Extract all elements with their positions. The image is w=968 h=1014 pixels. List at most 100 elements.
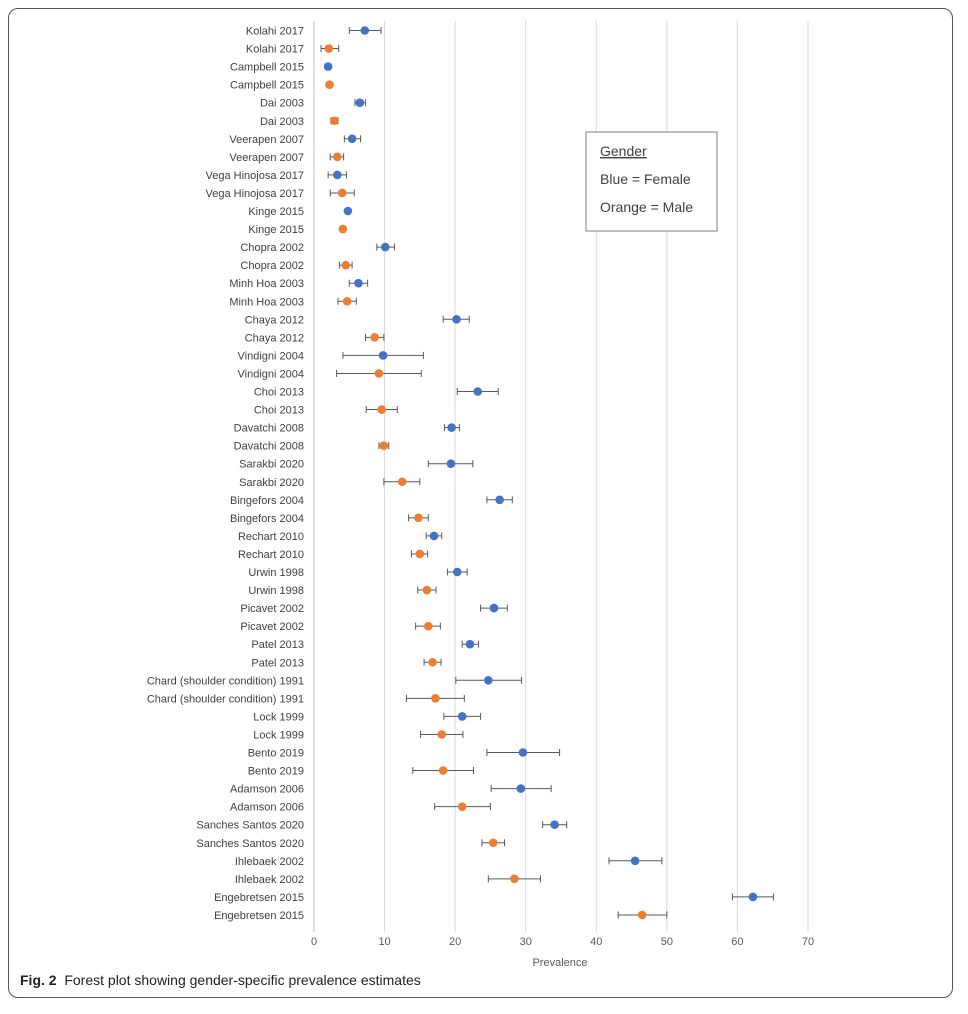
row-label: Chard (shoulder condition) 1991 [147, 693, 304, 705]
row-label: Chopra 2002 [240, 242, 304, 254]
male-estimate-point [332, 152, 342, 162]
row-label: Bento 2019 [248, 766, 304, 778]
male-estimate-point [431, 694, 440, 703]
row-label: Chopra 2002 [240, 260, 304, 272]
row-label: Sanches Santos 2020 [196, 820, 304, 832]
x-axis-label: Prevalence [532, 957, 587, 969]
gridlines [313, 21, 809, 932]
male-estimate-point [374, 369, 384, 378]
female-estimate-point [447, 423, 456, 432]
female-estimate-point [446, 459, 456, 469]
female-estimate-point [355, 98, 365, 107]
female-estimate-point [630, 856, 640, 866]
x-axis-ticks: 0 10 20 30 40 50 60 70 [311, 936, 814, 948]
row-label: Adamson 2006 [230, 784, 304, 796]
row-label: Minh Hoa 2003 [229, 296, 304, 308]
male-estimate-point [324, 44, 334, 53]
female-estimate-point [360, 26, 370, 35]
female-estimate-point [489, 603, 499, 613]
row-label: Campbell 2015 [230, 80, 304, 92]
row-label: Kolahi 2017 [246, 26, 304, 38]
caption-text: Forest plot showing gender-specific prev… [64, 972, 421, 988]
legend-title: Gender [600, 143, 647, 159]
x-tick-label: 10 [378, 936, 390, 948]
row-label: Kinge 2015 [248, 224, 304, 236]
female-estimate-point [518, 748, 528, 757]
female-estimate-point [347, 134, 357, 144]
male-estimate-point [338, 224, 348, 234]
female-estimate-point [495, 495, 504, 505]
male-estimate-point [488, 838, 498, 848]
row-label: Bingefors 2004 [230, 513, 304, 525]
female-estimate-point [516, 784, 526, 793]
row-label: Dai 2003 [260, 98, 304, 110]
row-label: Chaya 2012 [245, 314, 304, 326]
row-label: Davatchi 2008 [234, 423, 304, 435]
row-label: Sanches Santos 2020 [196, 838, 304, 850]
legend-entry-female: Blue = Female [600, 171, 691, 187]
male-estimate-point [342, 296, 352, 306]
row-label: Kolahi 2017 [246, 44, 304, 56]
row-label: Vindigni 2004 [238, 368, 304, 380]
female-estimate-point [452, 567, 462, 577]
female-estimate-point [484, 676, 493, 685]
row-label: Adamson 2006 [230, 802, 304, 814]
male-estimate-point [377, 405, 387, 414]
figure-frame [8, 8, 953, 998]
row-label: Urwin 1998 [248, 585, 304, 597]
row-label: Chard (shoulder condition) 1991 [147, 675, 304, 687]
female-estimate-point [452, 315, 461, 324]
male-estimate-point [457, 802, 467, 811]
row-label: Vindigni 2004 [238, 350, 304, 362]
x-tick-label: 60 [731, 936, 743, 948]
legend: Gender Blue = Female Orange = Male [585, 131, 718, 232]
row-label: Choi 2013 [254, 405, 304, 417]
row-label: Bento 2019 [248, 748, 304, 760]
row-label: Sarakbi 2020 [239, 477, 304, 489]
male-estimate-point [379, 441, 389, 450]
x-tick-label: 50 [661, 936, 673, 948]
row-label: Rechart 2010 [238, 531, 304, 543]
row-label: Veerapen 2007 [229, 134, 304, 146]
male-estimate-point [637, 910, 647, 920]
row-label: Davatchi 2008 [234, 441, 304, 453]
row-label: Patel 2013 [251, 657, 304, 669]
row-labels: Kolahi 2017 Kolahi 2017 Campbell 2015 Campb… [147, 26, 304, 922]
row-label: Urwin 1998 [248, 567, 304, 579]
male-estimate-point [510, 874, 519, 884]
female-estimate-point [550, 820, 559, 829]
figure-caption: Fig. 2 Forest plot showing gender-specif… [20, 972, 421, 988]
male-estimate-point [422, 585, 432, 595]
legend-box [585, 131, 718, 232]
female-estimate-point [354, 278, 363, 288]
row-label: Minh Hoa 2003 [229, 278, 304, 290]
row-label: Bingefors 2004 [230, 495, 304, 507]
row-label: Ihlebaek 2002 [235, 874, 304, 886]
female-estimate-point [332, 170, 342, 180]
x-tick-label: 0 [311, 936, 317, 948]
male-estimate-point [325, 80, 334, 89]
row-label: Ihlebaek 2002 [235, 856, 304, 868]
x-tick-label: 40 [590, 936, 602, 948]
row-label: Patel 2013 [251, 639, 304, 651]
estimates [320, 26, 774, 920]
male-estimate-point [424, 621, 433, 631]
female-estimate-point [465, 639, 475, 649]
row-label: Sarakbi 2020 [239, 459, 304, 471]
row-label: Picavet 2002 [240, 603, 304, 615]
x-tick-label: 70 [802, 936, 814, 948]
male-estimate-point [414, 513, 423, 523]
x-tick-label: 30 [520, 936, 532, 948]
row-label: Rechart 2010 [238, 549, 304, 561]
female-estimate-point [323, 62, 333, 71]
row-label: Vega Hinojosa 2017 [206, 188, 304, 200]
male-estimate-point [337, 188, 347, 198]
row-label: Kinge 2015 [248, 206, 304, 218]
row-label: Choi 2013 [254, 387, 304, 399]
row-label: Dai 2003 [260, 116, 304, 128]
female-estimate-point [473, 387, 483, 396]
row-label: Engebretsen 2015 [214, 892, 304, 904]
legend-entry-male: Orange = Male [600, 199, 693, 215]
row-label: Campbell 2015 [230, 62, 304, 74]
